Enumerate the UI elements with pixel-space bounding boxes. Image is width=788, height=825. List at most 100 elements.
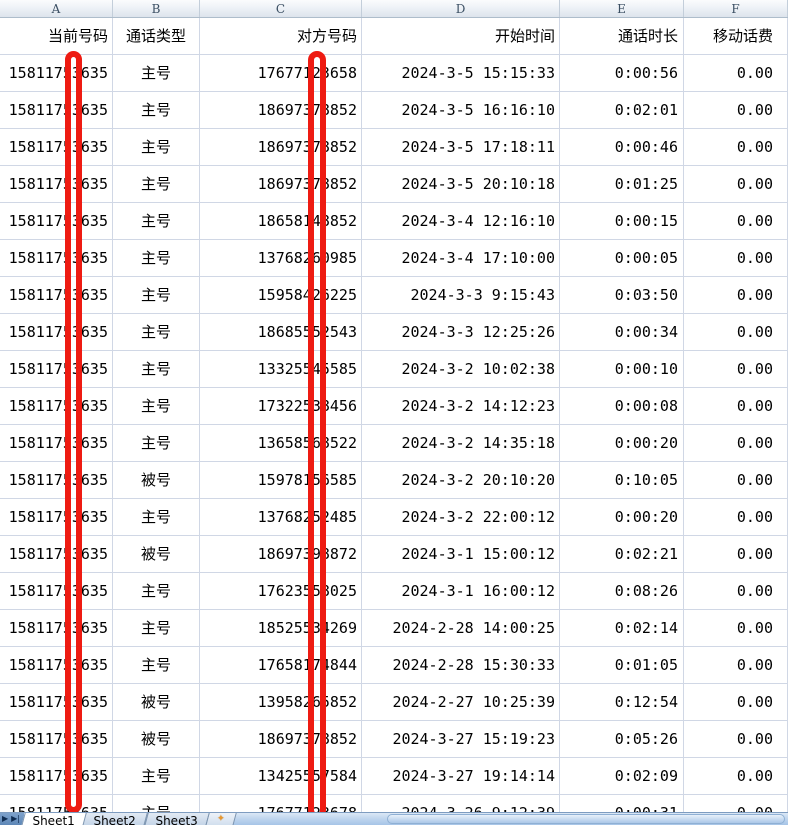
cell-peer-number[interactable]: 17322538456 [200,388,362,425]
cell-duration[interactable]: 0:10:05 [560,462,684,499]
cell-start-time[interactable]: 2024-2-27 10:25:39 [362,684,560,721]
horizontal-scrollbar[interactable] [235,813,788,825]
tab-scroll-next-icon[interactable]: ▶ [2,814,9,823]
cell-peer-number[interactable]: 13658568522 [200,425,362,462]
cell-current-number[interactable]: 15811753635 [0,758,113,795]
cell-start-time[interactable]: 2024-3-2 22:00:12 [362,499,560,536]
cell-call-type[interactable]: 主号 [113,166,200,203]
cell-duration[interactable]: 0:00:20 [560,499,684,536]
column-letter-D[interactable]: D [362,0,560,17]
cell-duration[interactable]: 0:12:54 [560,684,684,721]
cell-duration[interactable]: 0:00:46 [560,129,684,166]
cell-peer-number[interactable]: 18697378852 [200,721,362,758]
cell-duration[interactable]: 0:00:05 [560,240,684,277]
cell-call-type[interactable]: 主号 [113,388,200,425]
cell-fee[interactable]: 0.00 [684,425,788,462]
cell-fee[interactable]: 0.00 [684,573,788,610]
cell-peer-number[interactable]: 17623558025 [200,573,362,610]
cell-current-number[interactable]: 15811753635 [0,610,113,647]
cell-call-type[interactable]: 主号 [113,758,200,795]
cell-call-type[interactable]: 主号 [113,573,200,610]
cell-duration[interactable]: 0:00:15 [560,203,684,240]
cell-call-type[interactable]: 主号 [113,425,200,462]
cell-fee[interactable]: 0.00 [684,721,788,758]
cell-peer-number[interactable]: 18697378852 [200,129,362,166]
cell-duration[interactable]: 0:08:26 [560,573,684,610]
cell-fee[interactable]: 0.00 [684,388,788,425]
cell-fee[interactable]: 0.00 [684,240,788,277]
header-cell-current-number[interactable]: 当前号码 [0,18,113,55]
cell-start-time[interactable]: 2024-3-2 10:02:38 [362,351,560,388]
cell-current-number[interactable]: 15811753635 [0,425,113,462]
header-cell-fee[interactable]: 移动话费 [684,18,788,55]
cell-call-type[interactable]: 主号 [113,314,200,351]
cell-fee[interactable]: 0.00 [684,129,788,166]
cell-start-time[interactable]: 2024-3-5 16:16:10 [362,92,560,129]
cell-start-time[interactable]: 2024-3-2 14:12:23 [362,388,560,425]
cell-start-time[interactable]: 2024-3-4 12:16:10 [362,203,560,240]
cell-call-type[interactable]: 主号 [113,351,200,388]
column-letter-F[interactable]: F [684,0,788,17]
cell-peer-number[interactable]: 17677123658 [200,55,362,92]
cell-current-number[interactable]: 15811753635 [0,166,113,203]
cell-peer-number[interactable]: 18697398872 [200,536,362,573]
cell-start-time[interactable]: 2024-3-27 15:19:23 [362,721,560,758]
cell-call-type[interactable]: 主号 [113,277,200,314]
cell-call-type[interactable]: 被号 [113,721,200,758]
cell-current-number[interactable]: 15811753635 [0,684,113,721]
cell-peer-number[interactable]: 18658148852 [200,203,362,240]
cell-start-time[interactable]: 2024-3-3 9:15:43 [362,277,560,314]
scrollbar-thumb[interactable] [387,814,785,824]
tab-scroll-buttons[interactable]: ▶ ▶| [0,813,25,825]
cell-peer-number[interactable]: 13325545585 [200,351,362,388]
cell-fee[interactable]: 0.00 [684,203,788,240]
cell-current-number[interactable]: 15811753635 [0,92,113,129]
cell-call-type[interactable]: 主号 [113,92,200,129]
cell-call-type[interactable]: 主号 [113,240,200,277]
cell-peer-number[interactable]: 18525534269 [200,610,362,647]
cell-fee[interactable]: 0.00 [684,314,788,351]
cell-duration[interactable]: 0:01:25 [560,166,684,203]
cell-duration[interactable]: 0:02:01 [560,92,684,129]
cell-current-number[interactable]: 15811753635 [0,462,113,499]
cell-start-time[interactable]: 2024-3-5 17:18:11 [362,129,560,166]
cell-fee[interactable]: 0.00 [684,351,788,388]
cell-duration[interactable]: 0:00:56 [560,55,684,92]
sheet-tab-sheet2[interactable]: Sheet2 [82,813,149,825]
cell-start-time[interactable]: 2024-3-1 16:00:12 [362,573,560,610]
cell-current-number[interactable]: 15811753635 [0,129,113,166]
column-letter-C[interactable]: C [200,0,362,17]
cell-duration[interactable]: 0:00:08 [560,388,684,425]
cell-peer-number[interactable]: 13768252485 [200,499,362,536]
cell-call-type[interactable]: 主号 [113,203,200,240]
cell-current-number[interactable]: 15811753635 [0,314,113,351]
cell-start-time[interactable]: 2024-3-1 15:00:12 [362,536,560,573]
tab-scroll-last-icon[interactable]: ▶| [11,814,21,823]
cell-fee[interactable]: 0.00 [684,610,788,647]
cell-fee[interactable]: 0.00 [684,166,788,203]
cell-start-time[interactable]: 2024-2-28 14:00:25 [362,610,560,647]
cell-current-number[interactable]: 15811753635 [0,203,113,240]
column-letter-E[interactable]: E [560,0,684,17]
cell-fee[interactable]: 0.00 [684,758,788,795]
cell-peer-number[interactable]: 17658174844 [200,647,362,684]
cell-start-time[interactable]: 2024-3-4 17:10:00 [362,240,560,277]
cell-fee[interactable]: 0.00 [684,647,788,684]
cell-call-type[interactable]: 被号 [113,684,200,721]
cell-duration[interactable]: 0:02:09 [560,758,684,795]
cell-peer-number[interactable]: 13425557584 [200,758,362,795]
cell-call-type[interactable]: 被号 [113,462,200,499]
cell-start-time[interactable]: 2024-3-5 20:10:18 [362,166,560,203]
cell-fee[interactable]: 0.00 [684,499,788,536]
header-cell-start-time[interactable]: 开始时间 [362,18,560,55]
cell-peer-number[interactable]: 13768260985 [200,240,362,277]
cell-current-number[interactable]: 15811753635 [0,351,113,388]
cell-current-number[interactable]: 15811753635 [0,277,113,314]
cell-current-number[interactable]: 15811753635 [0,388,113,425]
cell-duration[interactable]: 0:00:20 [560,425,684,462]
column-letter-A[interactable]: A [0,0,113,17]
cell-duration[interactable]: 0:05:26 [560,721,684,758]
cell-start-time[interactable]: 2024-2-28 15:30:33 [362,647,560,684]
sheet-tab-sheet3[interactable]: Sheet3 [143,813,210,825]
cell-start-time[interactable]: 2024-3-5 15:15:33 [362,55,560,92]
